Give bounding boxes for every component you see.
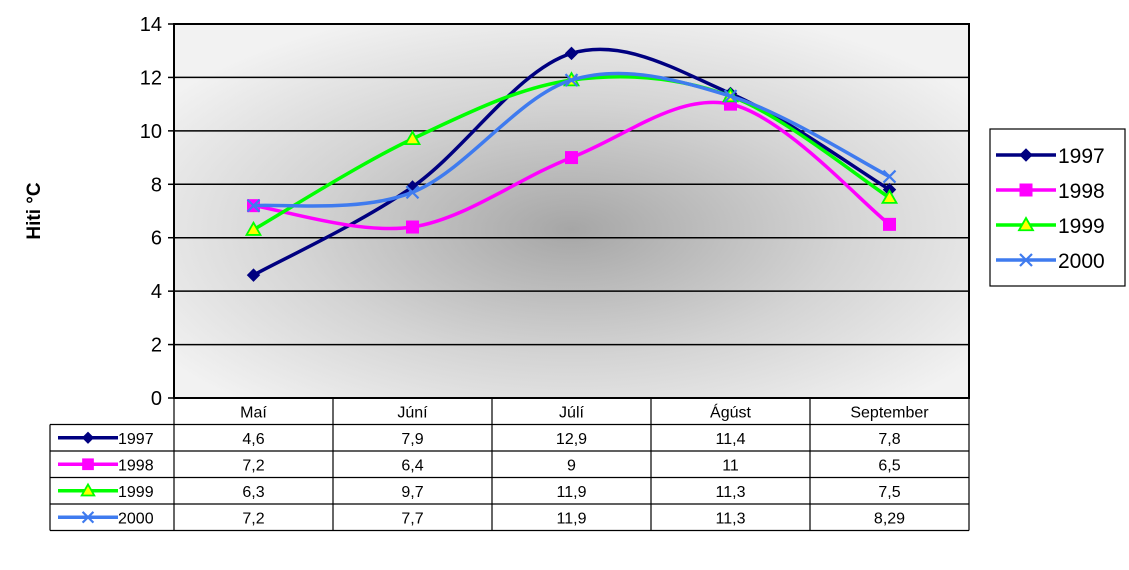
y-tick-label: 12 xyxy=(140,67,162,89)
y-tick-label: 10 xyxy=(140,121,162,143)
data-point xyxy=(723,89,738,103)
table-row: 1997 4,6 7,9 12,9 11,4 7,8 xyxy=(58,431,901,448)
data-label: 7,9 xyxy=(401,431,423,448)
table-series-name: 1999 xyxy=(118,484,154,501)
series-2000 xyxy=(246,71,897,213)
data-label: 7,5 xyxy=(878,484,900,501)
data-label: 11,3 xyxy=(716,510,746,527)
table-series-name: 1998 xyxy=(118,457,154,474)
data-point xyxy=(246,268,261,282)
data-label: 11,4 xyxy=(716,431,746,448)
data-label: 9 xyxy=(567,457,576,474)
legend-item: 1997 xyxy=(996,145,1105,168)
data-label: 7,2 xyxy=(242,457,264,474)
y-axis: 0 2 4 6 8 10 12 14 xyxy=(140,14,174,410)
legend-key-marker xyxy=(1019,183,1033,197)
y-tick-label: 0 xyxy=(151,388,162,410)
table-row: 2000 7,2 7,7 11,9 11,3 8,29 xyxy=(58,510,905,527)
legend-label: 2000 xyxy=(1058,250,1105,273)
table-series-key-marker xyxy=(80,482,96,497)
legend-key-marker xyxy=(1017,216,1035,232)
data-label: 6,3 xyxy=(242,484,264,501)
table-series-key-marker xyxy=(81,431,95,444)
series-layer xyxy=(244,46,899,282)
table-series-key-marker xyxy=(82,458,94,471)
data-label: 4,6 xyxy=(242,431,264,448)
x-tick-label: Ágúst xyxy=(710,402,751,421)
x-tick-label: Júlí xyxy=(559,404,584,421)
legend-label: 1997 xyxy=(1058,145,1105,168)
legend-item: 2000 xyxy=(996,250,1105,273)
y-tick-label: 4 xyxy=(151,281,162,303)
y-tick-label: 8 xyxy=(151,174,162,196)
legend-key-marker xyxy=(1019,148,1033,162)
x-tick-label: Maí xyxy=(240,404,267,421)
table-series-name: 2000 xyxy=(118,510,154,527)
data-label: 6,4 xyxy=(401,457,423,474)
legend-item: 1998 xyxy=(996,180,1105,203)
data-point xyxy=(882,169,897,184)
data-label: 7,2 xyxy=(242,510,264,527)
data-label: 12,9 xyxy=(556,431,587,448)
y-tick-label: 2 xyxy=(151,335,162,357)
plot-area xyxy=(174,24,969,398)
data-label: 11,9 xyxy=(557,510,587,527)
data-label: 7,7 xyxy=(401,510,423,527)
data-point xyxy=(564,46,579,61)
legend-label: 1998 xyxy=(1058,180,1105,203)
y-axis-label: Hiti °C xyxy=(24,182,45,239)
data-point xyxy=(405,185,420,200)
table-row: 1999 6,3 9,7 11,9 11,3 7,5 xyxy=(58,482,901,501)
data-label: 7,8 xyxy=(878,431,900,448)
data-label: 11,9 xyxy=(557,484,587,501)
y-tick-label: 6 xyxy=(151,228,162,250)
table-series-key-marker xyxy=(81,511,95,524)
data-label: 6,5 xyxy=(878,457,900,474)
data-point xyxy=(880,188,899,204)
legend-key-marker xyxy=(1019,253,1033,267)
legend-label: 1999 xyxy=(1058,215,1105,238)
data-point xyxy=(564,73,579,87)
x-tick-label: Júní xyxy=(397,404,428,421)
data-label: 9,7 xyxy=(401,484,423,501)
legend: 1997 1998 1999 2000 xyxy=(989,128,1126,287)
legend-item: 1999 xyxy=(996,215,1105,238)
data-point xyxy=(246,198,261,213)
data-point xyxy=(565,151,578,165)
data-point xyxy=(244,220,263,236)
data-label: 11 xyxy=(722,457,739,474)
table-row: 1998 7,2 6,4 9 11 6,5 xyxy=(58,457,901,474)
data-label: 11,3 xyxy=(716,484,746,501)
data-point xyxy=(406,220,419,234)
data-point xyxy=(883,217,896,231)
x-tick-label: September xyxy=(850,404,929,421)
y-tick-label: 14 xyxy=(140,14,162,36)
table-series-name: 1997 xyxy=(118,431,154,448)
data-point xyxy=(403,130,422,146)
data-label: 8,29 xyxy=(874,510,905,527)
